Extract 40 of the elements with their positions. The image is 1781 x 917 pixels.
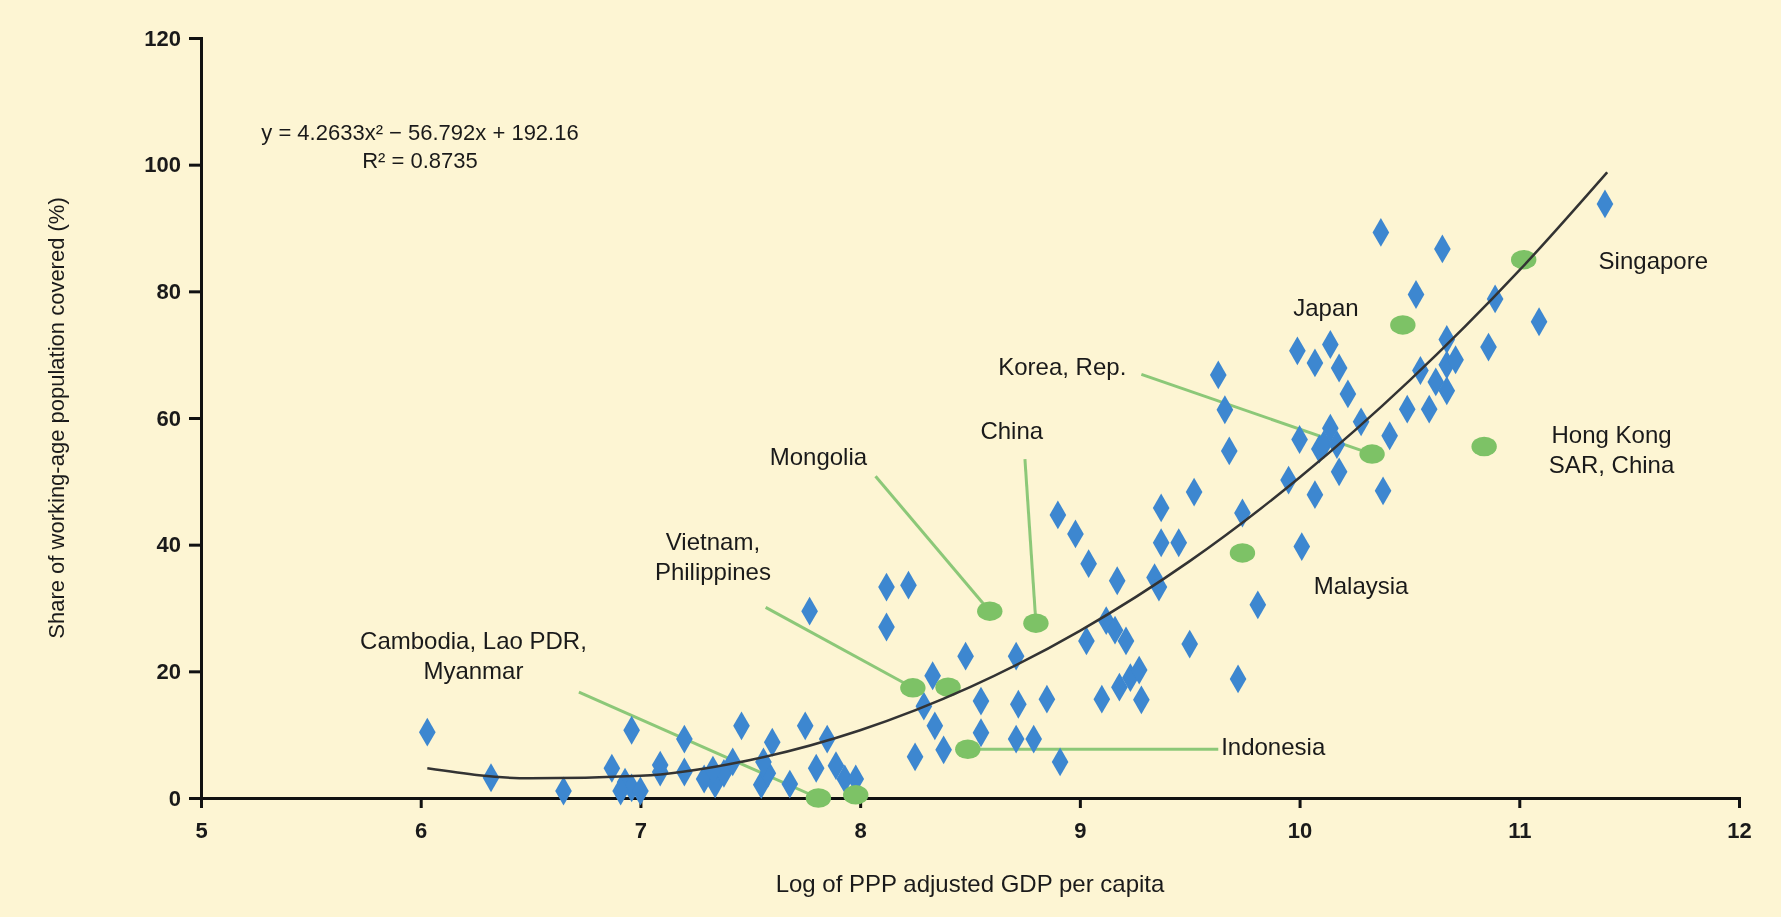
point	[1023, 613, 1049, 633]
point	[1229, 543, 1256, 563]
y-tick-label: 20	[156, 658, 181, 684]
x-tick-label: 10	[1287, 817, 1313, 843]
annotation: Japan	[1293, 294, 1359, 322]
point	[1471, 436, 1497, 457]
y-tick-label: 120	[144, 25, 181, 51]
annotation: Indonesia	[1221, 733, 1326, 761]
x-axis-title: Log of PPP adjusted GDP per capita	[775, 870, 1165, 897]
point	[805, 788, 832, 808]
annotation: Mongolia	[769, 443, 868, 471]
point	[900, 678, 926, 698]
x-tick-label: 5	[195, 817, 208, 843]
y-tick-label: 0	[168, 785, 181, 811]
annotation: Korea, Rep.	[998, 353, 1127, 381]
y-tick-label: 40	[156, 532, 181, 558]
point	[843, 785, 869, 805]
x-tick-label: 8	[854, 817, 867, 843]
x-tick-label: 9	[1074, 817, 1087, 843]
annotation: China	[980, 416, 1044, 444]
annotation: R² = 0.8735	[362, 148, 478, 173]
point	[935, 677, 961, 697]
annotation: Hong Kong SAR, China	[1548, 420, 1675, 478]
point	[1359, 444, 1385, 464]
annotation: Singapore	[1598, 246, 1709, 274]
annotation: y = 4.2633x² − 56.792x + 192.16	[261, 120, 579, 145]
annotation: Malaysia	[1313, 571, 1410, 599]
point	[977, 601, 1003, 621]
point	[955, 739, 981, 759]
annotation: Cambodia, Lao PDR, Myanmar	[360, 626, 587, 684]
x-tick-label: 7	[634, 817, 648, 843]
y-tick-label: 80	[156, 278, 181, 304]
x-tick-label: 6	[415, 817, 428, 843]
point	[1390, 315, 1416, 335]
annotation: Vietnam, Philippines	[654, 528, 771, 586]
y-tick-label: 60	[156, 405, 181, 431]
y-tick-label: 100	[144, 152, 181, 178]
y-axis-title: Share of working-age population covered (%)	[44, 197, 69, 639]
x-tick-label: 12	[1727, 817, 1752, 843]
x-tick-label: 11	[1508, 817, 1532, 843]
